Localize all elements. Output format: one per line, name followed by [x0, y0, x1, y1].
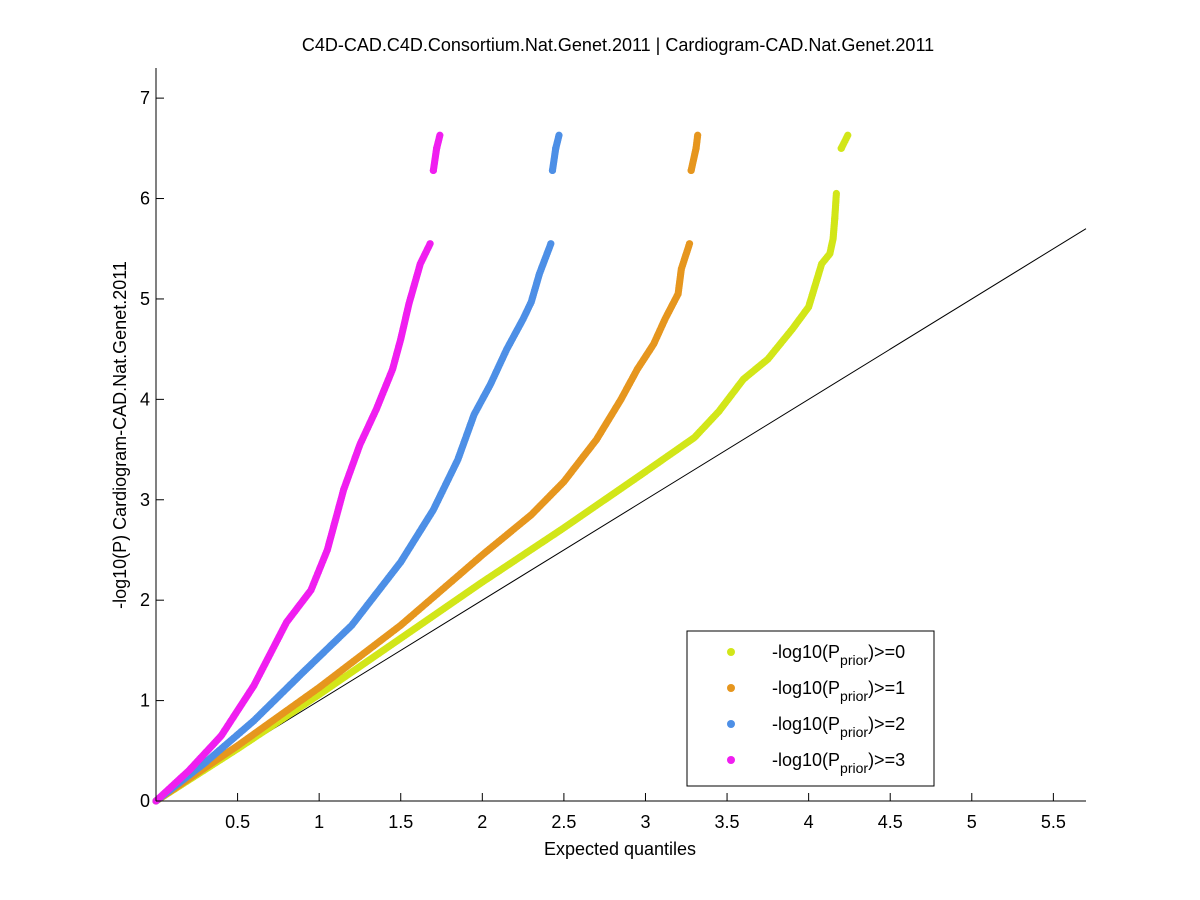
data-point: [547, 240, 555, 248]
x-tick-label: 2: [477, 812, 487, 832]
y-tick-label: 3: [140, 490, 150, 510]
data-point: [694, 131, 702, 139]
data-point: [433, 144, 441, 152]
x-axis-label: Expected quantiles: [544, 839, 696, 859]
data-point: [426, 240, 434, 248]
data-point: [687, 166, 695, 175]
legend-label: -log10(Pprior)>=0: [772, 642, 905, 668]
y-axis-label: -log10(P) Cardiogram-CAD.Nat.Genet.2011: [110, 261, 130, 609]
x-tick-label: 0.5: [225, 812, 250, 832]
legend-marker: [727, 720, 735, 728]
plot-area: [156, 68, 1086, 801]
x-ticks: 0.5 1 1.5 2 2.5 3 3.5 4 4.5 5 5.5: [225, 793, 1066, 832]
y-tick-label: 7: [140, 88, 150, 108]
legend-marker: [727, 756, 735, 764]
data-point: [832, 189, 840, 198]
series-3: [152, 131, 444, 805]
x-tick-label: 2.5: [551, 812, 576, 832]
y-tick-label: 1: [140, 691, 150, 711]
x-tick-label: 4.5: [878, 812, 903, 832]
data-point: [429, 166, 437, 175]
data-point: [548, 166, 557, 175]
legend-label: -log10(Pprior)>=3: [772, 750, 905, 776]
legend-label: -log10(Pprior)>=1: [772, 678, 905, 704]
data-point: [436, 131, 444, 139]
reference-line: [155, 228, 1087, 802]
reference-line-layer: [155, 228, 1087, 802]
data-point: [837, 144, 845, 152]
y-tick-label: 2: [140, 590, 150, 610]
legend-label: -log10(Pprior)>=2: [772, 714, 905, 740]
legend-marker: [727, 648, 735, 656]
data-point: [685, 240, 694, 248]
y-ticks: 0 1 2 3 4 5 6 7: [140, 88, 164, 811]
series-1: [152, 131, 702, 805]
x-tick-label: 4: [804, 812, 814, 832]
series-2: [152, 131, 563, 805]
chart-title: C4D-CAD.C4D.Consortium.Nat.Genet.2011 | …: [302, 35, 934, 55]
y-tick-label: 0: [140, 791, 150, 811]
x-tick-label: 3.5: [715, 812, 740, 832]
x-tick-label: 5.5: [1041, 812, 1066, 832]
data-point: [692, 144, 700, 152]
y-tick-label: 4: [140, 389, 150, 409]
legend: -log10(Pprior)>=0 -log10(Pprior)>=1 -log10…: [686, 630, 935, 787]
x-tick-label: 1: [314, 812, 324, 832]
legend-marker: [727, 684, 735, 692]
x-tick-label: 3: [640, 812, 650, 832]
data-point: [555, 131, 563, 139]
data-point: [844, 131, 852, 139]
data-points-layer: [152, 131, 852, 805]
y-tick-label: 5: [140, 289, 150, 309]
legend-box: [686, 630, 935, 787]
x-tick-label: 1.5: [388, 812, 413, 832]
data-point: [831, 215, 839, 223]
x-tick-label: 5: [967, 812, 977, 832]
data-point: [552, 144, 560, 152]
y-tick-label: 6: [140, 189, 150, 209]
